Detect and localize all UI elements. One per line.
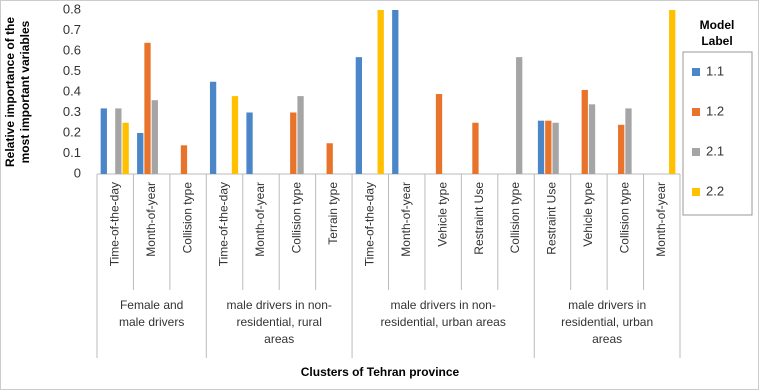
- bar: [122, 122, 129, 174]
- bar: [625, 108, 632, 174]
- x-tick-label: Time-of-the-day: [362, 182, 376, 266]
- x-tick-label: Restraint Use: [545, 182, 559, 255]
- legend-swatch: [692, 188, 700, 196]
- group-label-line: areas: [264, 332, 294, 346]
- group-label: Female and male drivers: [119, 298, 184, 329]
- x-tick-label: Time-of-the-day: [217, 182, 231, 266]
- bar: [392, 10, 399, 174]
- x-tick-label: Collision type: [508, 182, 522, 254]
- y-tick-label: 0.8: [63, 1, 81, 16]
- y-tick-label: 0.2: [63, 124, 81, 139]
- group-label-line: male drivers in: [568, 298, 646, 312]
- group-label: male drivers in non-residential, urban a…: [380, 298, 505, 329]
- bar: [581, 89, 588, 174]
- y-tick-label: 0.1: [63, 145, 81, 160]
- y-tick-label: 0: [74, 165, 81, 180]
- group-label-line: residential, urban areas: [380, 315, 505, 329]
- y-tick-label: 0.6: [63, 42, 81, 57]
- x-tick-label: Month-of-year: [399, 182, 413, 257]
- legend-swatch: [692, 68, 700, 76]
- legend-label: 1.2: [706, 103, 724, 118]
- bar: [144, 42, 151, 174]
- legend-label: 2.2: [706, 183, 724, 198]
- x-tick-label: Vehicle type: [435, 182, 449, 247]
- group-label-line: areas: [592, 332, 622, 346]
- y-tick-label: 0.3: [63, 104, 81, 119]
- legend-title-line: Label: [701, 34, 732, 48]
- bar: [545, 120, 552, 174]
- x-tick-label: Collision type: [618, 182, 632, 254]
- bar: [435, 94, 443, 174]
- x-tick-label: Collision type: [180, 182, 194, 254]
- y-axis-title: Relative importance of themost important…: [3, 17, 32, 167]
- bar: [180, 145, 188, 174]
- x-tick-label: Terrain type: [326, 182, 340, 245]
- bar: [618, 124, 625, 174]
- legend-title: Model Label: [700, 18, 735, 48]
- legend-swatch: [692, 148, 700, 156]
- legend-box: [682, 51, 753, 216]
- x-tick-label: Restraint Use: [472, 182, 486, 255]
- group-label-line: residential, urban: [561, 315, 653, 329]
- bar: [290, 112, 297, 174]
- bar: [472, 122, 479, 174]
- bar: [588, 104, 596, 174]
- bar: [355, 57, 362, 174]
- y-tick-label: 0.7: [63, 22, 81, 37]
- bar: [100, 108, 107, 174]
- group-label: male drivers in residential, urban areas: [561, 298, 653, 346]
- y-axis-title-line: most important variables: [18, 20, 32, 163]
- x-tick-label: Month-of-year: [144, 182, 158, 257]
- group-label-line: residential, rural: [237, 315, 322, 329]
- bar: [552, 122, 559, 174]
- x-tick-label: Collision type: [290, 182, 304, 254]
- group-label-line: male drivers: [119, 315, 184, 329]
- x-tick-label: Month-of-year: [654, 182, 668, 257]
- bar: [115, 108, 122, 174]
- x-tick-label: Vehicle type: [581, 182, 595, 247]
- x-axis-title: Clusters of Tehran province: [301, 365, 460, 379]
- y-axis-title-line: Relative importance of the: [3, 17, 17, 167]
- x-tick-label: Time-of-the-day: [107, 182, 121, 266]
- bar: [137, 133, 144, 174]
- bar: [297, 96, 304, 174]
- legend-label: 1.1: [706, 63, 724, 78]
- x-tick-label: Month-of-year: [253, 182, 267, 257]
- bar: [377, 10, 384, 174]
- group-label: male drivers in non-residential, rural ar…: [227, 298, 332, 346]
- bar: [326, 143, 333, 174]
- bar: [516, 57, 523, 174]
- bar: [669, 10, 676, 174]
- y-tick-label: 0.5: [63, 63, 81, 78]
- bar: [537, 120, 545, 174]
- group-label-line: male drivers in non-: [390, 298, 495, 312]
- bar: [231, 96, 239, 174]
- legend-label: 2.1: [706, 143, 724, 158]
- bar: [246, 112, 253, 174]
- group-label-line: male drivers in non-: [227, 298, 332, 312]
- y-tick-label: 0.4: [63, 83, 81, 98]
- legend-title-line: Model: [700, 18, 735, 32]
- legend-swatch: [692, 108, 700, 116]
- bar: [151, 100, 158, 174]
- group-label-line: Female and: [120, 298, 183, 312]
- bar: [209, 81, 217, 174]
